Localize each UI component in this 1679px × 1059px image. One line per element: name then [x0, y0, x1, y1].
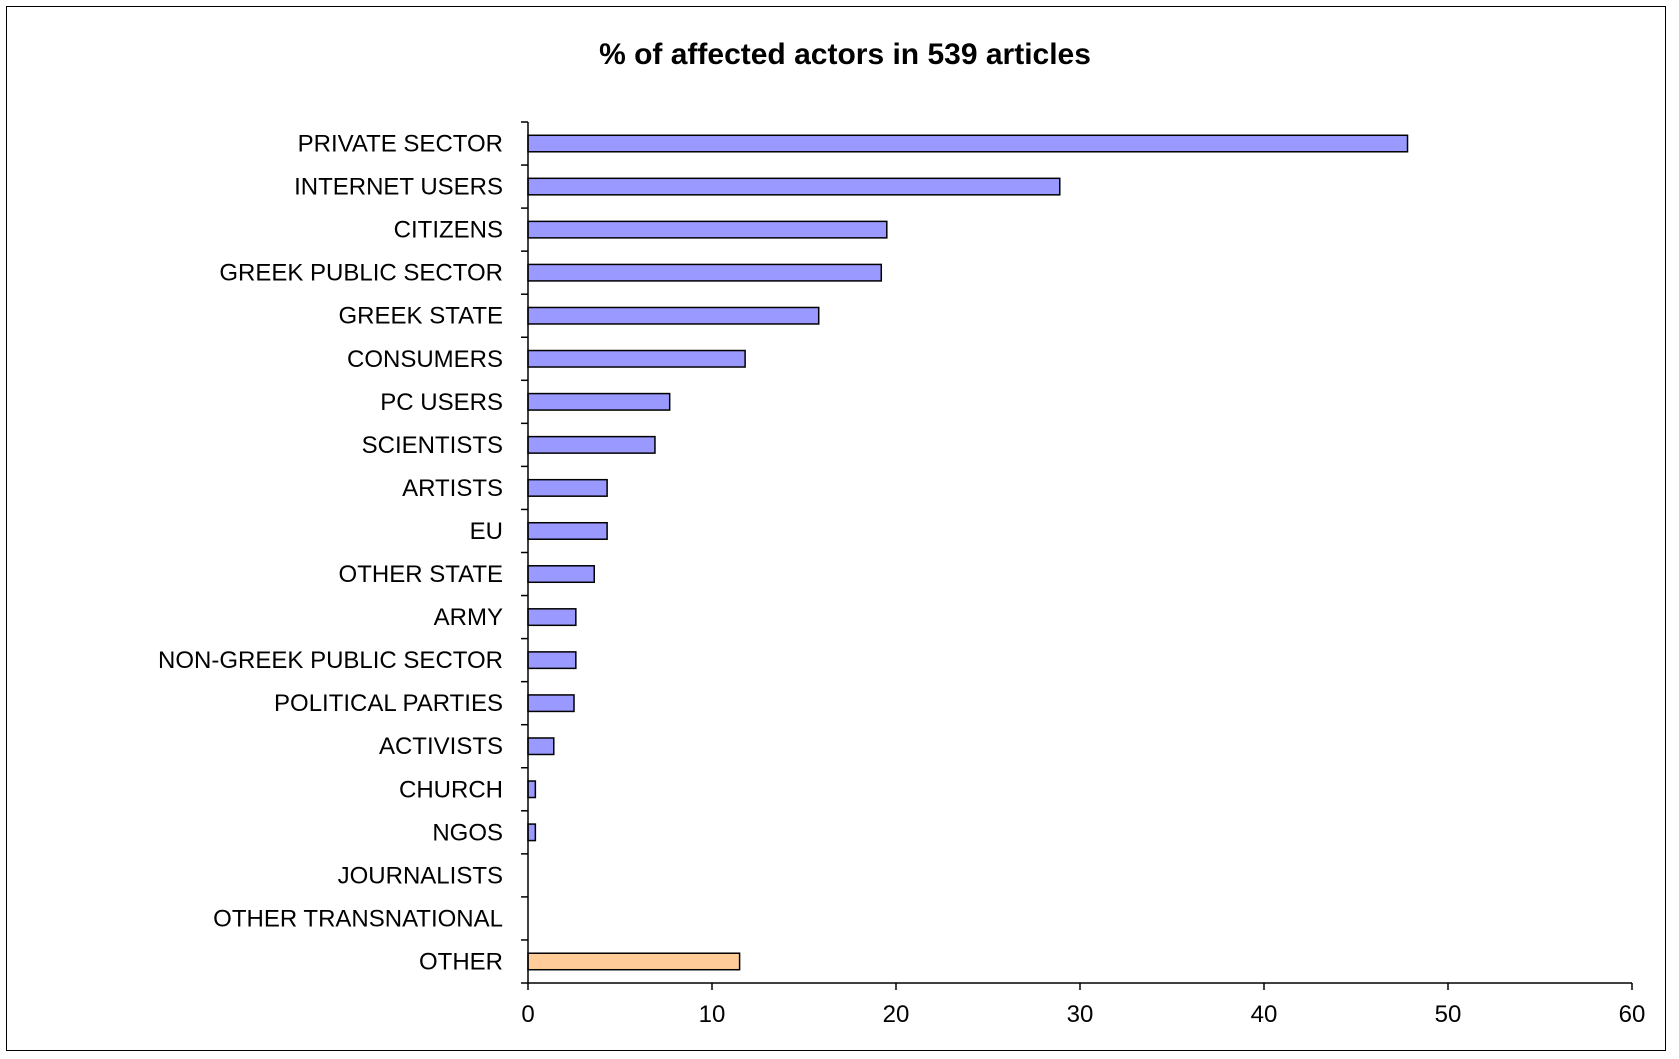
category-label-other-state: OTHER STATE	[339, 561, 503, 588]
bar-greek-public-sector	[527, 263, 883, 282]
category-label-artists: ARTISTS	[402, 475, 503, 502]
bar-pc-users	[527, 392, 671, 411]
category-label-journalists: JOURNALISTS	[338, 862, 503, 889]
category-label-eu: EU	[470, 518, 503, 545]
bar-consumers	[527, 349, 746, 368]
bars-layer	[527, 134, 1409, 971]
category-labels: PRIVATE SECTOR INTERNET USERS CITIZENS GREE…	[158, 131, 503, 976]
category-label-other: OTHER	[419, 948, 503, 975]
category-label-consumers: CONSUMERS	[347, 346, 503, 373]
bar-eu	[527, 521, 608, 540]
category-label-scientists: SCIENTISTS	[362, 432, 503, 459]
category-label-army: ARMY	[434, 604, 503, 631]
bar-private-sector	[527, 134, 1409, 153]
category-label-political-parties: POLITICAL PARTIES	[274, 690, 503, 717]
x-tick-label-0: 0	[521, 1001, 534, 1028]
bar-scientists	[527, 435, 656, 454]
category-label-citizens: CITIZENS	[394, 217, 503, 244]
category-label-church: CHURCH	[399, 776, 503, 803]
bar-other	[527, 952, 741, 971]
bar-greek-state	[527, 306, 820, 325]
bar-ngos	[527, 823, 537, 842]
bar-internet-users	[527, 177, 1061, 196]
bar-artists	[527, 478, 608, 497]
category-label-other-transnational: OTHER TRANSNATIONAL	[213, 905, 503, 932]
category-label-private-sector: PRIVATE SECTOR	[298, 131, 503, 158]
x-tick-label-50: 50	[1435, 1001, 1462, 1028]
axes-layer	[521, 121, 1633, 990]
x-tick-label-60: 60	[1619, 1001, 1646, 1028]
category-label-internet-users: INTERNET USERS	[294, 174, 503, 201]
chart-title: % of affected actors in 539 articles	[599, 38, 1091, 71]
x-tick-label-20: 20	[883, 1001, 910, 1028]
bar-citizens	[527, 220, 888, 239]
x-tick-label-30: 30	[1067, 1001, 1094, 1028]
category-label-non-greek-public-sector: NON-GREEK PUBLIC SECTOR	[158, 647, 503, 674]
x-tick-label-40: 40	[1251, 1001, 1278, 1028]
category-label-greek-public-sector: GREEK PUBLIC SECTOR	[219, 260, 503, 287]
category-label-greek-state: GREEK STATE	[339, 303, 503, 330]
bar-non-greek-public-sector	[527, 651, 577, 670]
bar-army	[527, 608, 577, 627]
x-tick-labels: 0 10 20 30 40 50 60	[521, 1001, 1645, 1028]
category-label-ngos: NGOS	[432, 819, 503, 846]
bar-activists	[527, 737, 555, 756]
x-tick-label-10: 10	[699, 1001, 726, 1028]
bar-other-state	[527, 565, 595, 584]
bar-church	[527, 780, 537, 799]
category-label-activists: ACTIVISTS	[379, 733, 503, 760]
category-label-pc-users: PC USERS	[380, 389, 503, 416]
bar-political-parties	[527, 694, 575, 713]
